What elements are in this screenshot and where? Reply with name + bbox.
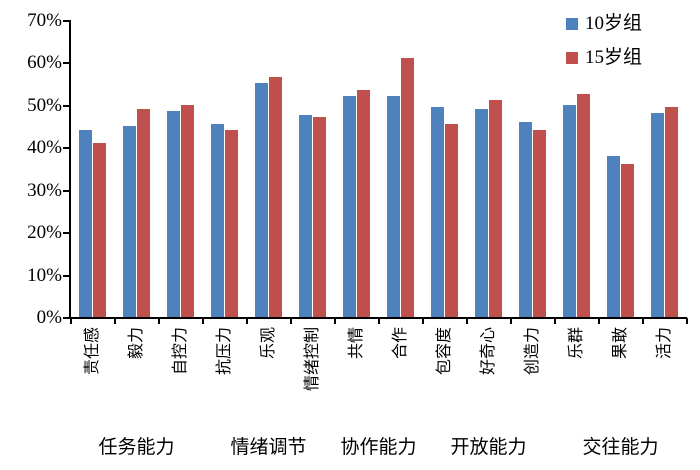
y-axis-tick [63, 317, 69, 319]
bar-10岁组-活力 [651, 113, 665, 317]
legend-label-series-2: 15岁组 [585, 47, 643, 68]
category-label: 创造力 [523, 327, 541, 376]
y-axis-tick [63, 147, 69, 149]
x-axis-tick [69, 318, 72, 324]
category-group-label: 情绪调节 [230, 437, 307, 458]
bar-10岁组-自控力 [167, 110, 181, 317]
y-axis-tick-label: 30% [27, 179, 62, 201]
y-axis-tick [63, 232, 69, 234]
x-axis-tick [421, 318, 424, 324]
bar-15岁组-自控力 [180, 104, 194, 317]
category-group-label: 任务能力 [98, 437, 175, 458]
bar-10岁组-包容度 [431, 106, 445, 317]
bar-10岁组-乐观 [255, 83, 269, 317]
bar-15岁组-情绪控制 [312, 117, 326, 317]
bar-10岁组-合作 [387, 96, 401, 317]
x-axis-tick [113, 318, 116, 324]
legend: 10岁组 15岁组 [566, 13, 642, 69]
legend-swatch-series-1 [566, 18, 578, 30]
x-axis-tick [465, 318, 468, 324]
category-label: 果敢 [611, 327, 629, 360]
bar-15岁组-共情 [356, 89, 370, 317]
category-group-label: 开放能力 [450, 437, 527, 458]
x-axis-tick [685, 318, 688, 324]
bar-10岁组-果敢 [607, 155, 621, 317]
bar-15岁组-合作 [400, 57, 414, 317]
bar-10岁组-毅力 [123, 125, 137, 317]
category-label: 共情 [347, 327, 365, 360]
y-axis-tick-label: 0% [36, 307, 62, 328]
category-group-label: 交往能力 [582, 437, 659, 458]
x-axis-tick [377, 318, 380, 324]
bar-15岁组-乐观 [268, 76, 282, 317]
category-label: 自控力 [171, 327, 189, 376]
category-label: 情绪控制 [303, 327, 321, 392]
y-axis-tick-label: 70% [27, 9, 62, 31]
y-axis-tick-label: 10% [27, 264, 62, 286]
bar-10岁组-好奇心 [475, 108, 489, 317]
bar-10岁组-共情 [343, 96, 357, 317]
x-axis-tick [289, 318, 292, 324]
category-label: 包容度 [435, 327, 453, 376]
bar-15岁组-活力 [664, 106, 678, 317]
bar-15岁组-乐群 [576, 93, 590, 317]
x-axis-tick [553, 318, 556, 324]
y-axis-tick-label: 60% [27, 52, 62, 73]
y-axis-tick-label: 50% [27, 94, 62, 116]
bar-10岁组-情绪控制 [299, 115, 313, 317]
x-axis-tick [641, 318, 644, 324]
bar-15岁组-果敢 [620, 164, 634, 317]
category-group-label: 协作能力 [340, 437, 417, 458]
category-label: 乐观 [259, 327, 277, 360]
legend-item-series-1: 10岁组 [566, 13, 642, 35]
bar-10岁组-抗压力 [211, 123, 225, 317]
x-axis-tick [333, 318, 336, 324]
y-axis-line [69, 19, 71, 319]
x-axis-tick [597, 318, 600, 324]
legend-label-series-1: 10岁组 [585, 13, 643, 34]
category-label: 抗压力 [215, 327, 233, 376]
bar-15岁组-包容度 [444, 123, 458, 317]
bar-15岁组-毅力 [136, 108, 150, 317]
bar-15岁组-好奇心 [488, 100, 502, 317]
bar-10岁组-责任感 [79, 130, 93, 317]
y-axis-tick-label: 40% [27, 137, 62, 158]
x-axis-tick [157, 318, 160, 324]
category-label: 乐群 [567, 327, 585, 360]
category-label: 毅力 [127, 327, 145, 360]
legend-swatch-series-2 [566, 52, 578, 64]
bar-10岁组-乐群 [563, 104, 577, 317]
y-axis-tick-label: 20% [27, 222, 62, 243]
category-label: 活力 [655, 327, 673, 360]
bar-15岁组-创造力 [532, 130, 546, 317]
y-axis-tick [63, 62, 69, 64]
category-label: 合作 [391, 327, 409, 360]
y-axis-tick [63, 189, 69, 192]
x-axis-tick [509, 318, 512, 324]
legend-item-series-2: 15岁组 [566, 47, 642, 69]
bar-15岁组-抗压力 [224, 130, 238, 317]
category-label: 责任感 [83, 327, 101, 376]
category-label: 好奇心 [479, 327, 497, 376]
y-axis-tick [63, 19, 69, 22]
y-axis-tick [63, 104, 69, 107]
bar-15岁组-责任感 [92, 142, 106, 317]
bar-10岁组-创造力 [519, 121, 533, 317]
x-axis-tick [245, 318, 248, 324]
y-axis-tick [63, 274, 69, 277]
x-axis-tick [201, 318, 204, 324]
